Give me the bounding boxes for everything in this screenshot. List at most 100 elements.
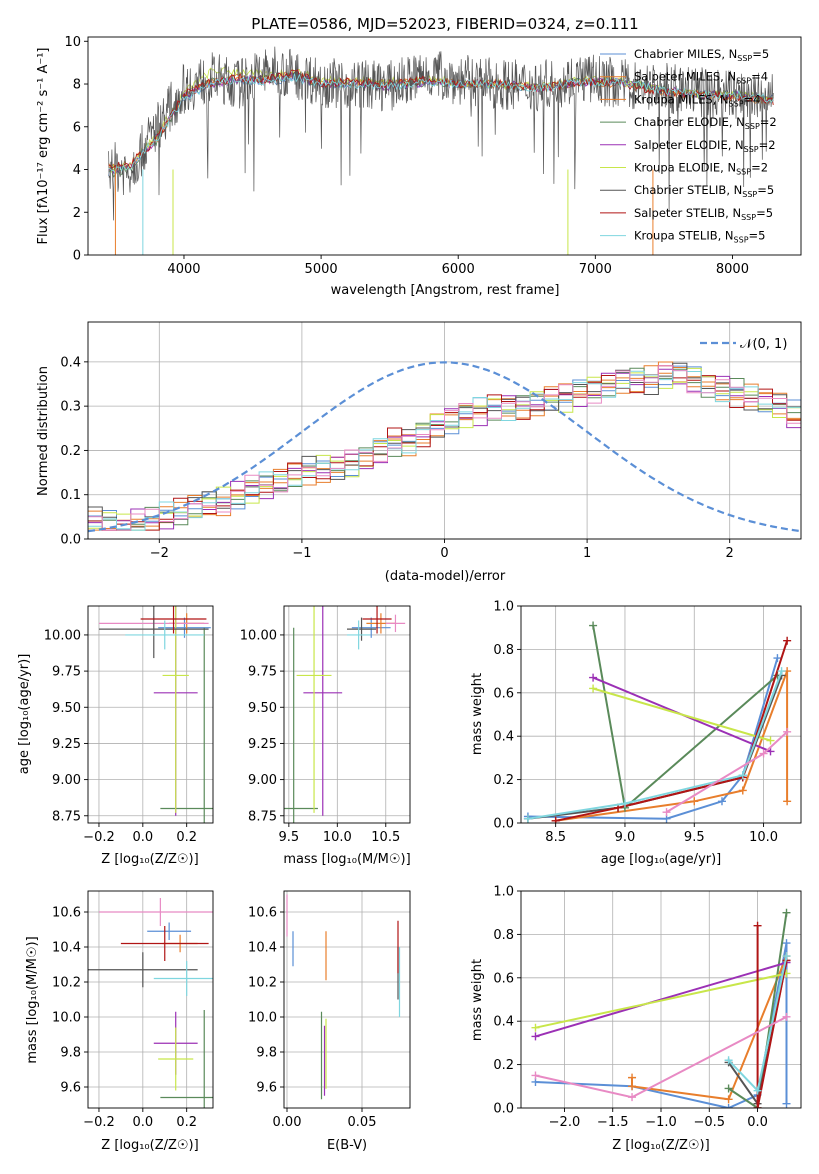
y-axis-label: mass weight [470, 959, 485, 1041]
axes-frame [87, 36, 802, 256]
y-tick-label: 10.2 [52, 976, 81, 991]
residual-histogram-panel: −2 −1 0 1 2 0.0 0.1 0.2 0.3 0.4 𝒩(0, 1) (data-model… [36, 321, 802, 584]
figure-title: PLATE=0586, MJD=52023, FIBERID=0324, z=0… [251, 15, 638, 33]
y-tick-label: 9.25 [248, 737, 277, 752]
point-marker [738, 786, 747, 795]
plot-area [523, 621, 792, 823]
series-line [665, 731, 788, 813]
x-tick-label: 0.0 [747, 1115, 768, 1130]
y-tick-label: 9.00 [248, 773, 277, 788]
point-marker [589, 684, 598, 693]
point-marker [724, 1056, 733, 1065]
y-tick-label: 9.25 [52, 737, 81, 752]
y-tick-label: 9.00 [52, 773, 81, 788]
y-tick-label: 10.4 [52, 941, 81, 956]
legend-label: Salpeter MILES, NSSP=4 [634, 70, 768, 86]
point-marker [724, 1095, 733, 1104]
mass-vs-metallicity-panel: −0.2 0.0 0.2 9.6 9.8 10.0 10.2 10.4 10.6 Z [log₁₀… [25, 890, 214, 1153]
y-tick-label: 4 [73, 163, 81, 178]
series-line [756, 925, 788, 1108]
y-tick-label: 10.00 [240, 628, 277, 643]
x-axis-label: mass [log₁₀(M/M☉)] [283, 852, 410, 867]
axes-frame [87, 890, 214, 1109]
point-marker [628, 1073, 637, 1082]
series-line [535, 972, 787, 1029]
x-tick-label: 9.5 [684, 830, 705, 845]
y-tick-label: 2 [73, 206, 81, 221]
y-tick-label: 10.0 [248, 1011, 277, 1026]
x-axis-label: age [log₁₀(age/yr)] [601, 852, 722, 867]
point-marker [766, 747, 775, 756]
legend-label: Chabrier MILES, NSSP=5 [634, 47, 769, 63]
x-tick-label: 2 [726, 546, 734, 561]
y-tick-label: 0.2 [493, 1058, 514, 1073]
y-tick-label: 0.6 [493, 971, 514, 986]
x-tick-label: −1 [292, 546, 311, 561]
point-marker [620, 799, 629, 808]
x-tick-label: 8.5 [545, 830, 566, 845]
x-tick-label: 10.5 [371, 830, 400, 845]
x-tick-label: −2 [150, 546, 169, 561]
point-marker [662, 808, 671, 817]
point-marker [753, 921, 762, 930]
point-marker [773, 654, 782, 663]
y-tick-label: 9.50 [52, 701, 81, 716]
mass-weight-vs-metallicity-panel: −2.0 −1.5 −1.0 −0.5 0.0 0.0 0.2 0.4 0.6 0.8 1.0 Z [… [470, 885, 802, 1153]
plot-area [284, 606, 406, 823]
x-tick-label: −1.0 [645, 1115, 677, 1130]
axes-frame [520, 605, 802, 824]
histogram-step [88, 362, 801, 531]
legend-label: Kroupa ELODIE, NSSP=2 [634, 161, 768, 177]
axes-frame [283, 605, 411, 824]
x-tick-label: 1 [583, 546, 591, 561]
histogram-step [88, 365, 801, 531]
y-tick-label: 8.75 [52, 809, 81, 824]
y-tick-label: 9.6 [60, 1081, 81, 1096]
mass-vs-ebv-panel: 0.00 0.05 9.6 9.8 10.0 10.2 10.4 10.6 E(B-V) [248, 890, 411, 1153]
y-tick-label: 1.0 [493, 885, 514, 900]
y-axis-label: mass weight [470, 673, 485, 755]
histogram-step [88, 365, 801, 531]
point-marker [531, 1023, 540, 1032]
y-tick-label: 0.6 [493, 686, 514, 701]
point-marker [783, 636, 792, 645]
x-axis-label: Z [log₁₀(Z/Z☉)] [612, 1138, 709, 1153]
spectrum-panel: 4000 5000 6000 7000 8000 0 2 4 6 8 10 wavelength [A… [36, 35, 802, 298]
point-marker [738, 771, 747, 780]
y-tick-label: 0.4 [60, 355, 81, 370]
point-marker [783, 797, 792, 806]
x-tick-label: 7000 [579, 262, 612, 277]
series-line [555, 640, 789, 822]
x-tick-label: −2.0 [549, 1115, 581, 1130]
x-axis-label: (data-model)/error [385, 569, 506, 584]
y-tick-label: 0.4 [493, 1015, 514, 1030]
point-marker [782, 1012, 791, 1021]
y-tick-label: 0.1 [60, 488, 81, 503]
histogram-step [88, 367, 801, 531]
y-tick-label: 0.0 [493, 817, 514, 832]
x-tick-label: 5000 [305, 262, 338, 277]
x-tick-label: −0.5 [693, 1115, 725, 1130]
y-tick-label: 9.75 [248, 665, 277, 680]
y-tick-label: 0.3 [60, 400, 81, 415]
plot-area [531, 908, 791, 1108]
y-tick-label: 0.8 [493, 643, 514, 658]
axes-frame [520, 890, 802, 1109]
x-axis-label: Z [log₁₀(Z/Z☉)] [101, 1138, 198, 1153]
y-tick-label: 0.2 [493, 773, 514, 788]
age-vs-metallicity-panel: −0.2 0.0 0.2 8.75 9.00 9.25 9.50 9.75 10.00 Z [lo… [17, 605, 214, 867]
y-tick-label: 0.2 [60, 444, 81, 459]
histogram-step [88, 365, 801, 531]
y-axis-label: age [log₁₀(age/yr)] [17, 654, 32, 775]
point-marker [531, 1071, 540, 1080]
x-tick-label: −0.2 [83, 830, 115, 845]
point-marker [777, 667, 786, 676]
y-axis-label: mass [log₁₀(M/M☉)] [25, 936, 40, 1063]
histogram-step [88, 361, 801, 531]
x-axis-label: E(B-V) [327, 1138, 367, 1153]
point-marker [531, 1032, 540, 1041]
x-tick-label: 0.00 [273, 1115, 302, 1130]
plot-area [108, 46, 774, 255]
point-marker [589, 621, 598, 630]
